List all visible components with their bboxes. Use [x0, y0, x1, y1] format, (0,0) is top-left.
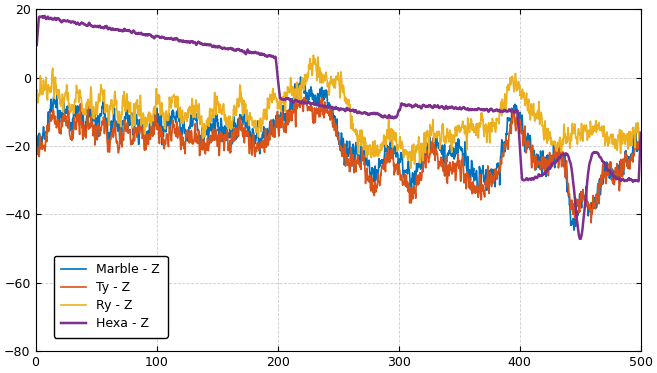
Marble - Z: [327, 109, 334, 113]
Ry - Z: [509, 78, 517, 83]
Ty - Z: [587, 220, 595, 225]
Ty - Z: [64, 122, 72, 127]
Marble - Z: [620, 166, 628, 170]
Line: Hexa - Z: Hexa - Z: [37, 16, 641, 239]
Ty - Z: [311, 111, 319, 115]
Marble - Z: [64, 104, 72, 108]
Hexa - Z: [620, 178, 627, 182]
Marble - Z: [296, 75, 304, 79]
Marble - Z: [33, 133, 41, 138]
Ty - Z: [620, 162, 627, 166]
Ry - Z: [327, 77, 334, 81]
Ry - Z: [407, 166, 415, 170]
Ry - Z: [637, 130, 645, 134]
Hexa - Z: [64, 18, 72, 23]
Marble - Z: [637, 131, 645, 136]
Hexa - Z: [327, 105, 334, 109]
Line: Marble - Z: Marble - Z: [37, 77, 641, 230]
Marble - Z: [509, 113, 516, 117]
Hexa - Z: [41, 14, 49, 18]
Hexa - Z: [311, 102, 319, 106]
Marble - Z: [620, 172, 627, 177]
Legend: Marble - Z, Ty - Z, Ry - Z, Hexa - Z: Marble - Z, Ty - Z, Ry - Z, Hexa - Z: [54, 256, 168, 338]
Ty - Z: [33, 145, 41, 150]
Hexa - Z: [33, 43, 41, 47]
Hexa - Z: [576, 236, 583, 241]
Line: Ty - Z: Ty - Z: [37, 84, 641, 223]
Marble - Z: [311, 101, 319, 106]
Hexa - Z: [637, 131, 645, 135]
Ty - Z: [637, 143, 645, 147]
Line: Ry - Z: Ry - Z: [37, 55, 641, 168]
Ry - Z: [33, 89, 41, 94]
Ty - Z: [297, 82, 305, 87]
Ry - Z: [620, 138, 627, 142]
Hexa - Z: [509, 109, 516, 113]
Ry - Z: [64, 98, 72, 102]
Marble - Z: [570, 228, 578, 232]
Ry - Z: [620, 134, 628, 138]
Ry - Z: [311, 56, 319, 61]
Ty - Z: [509, 116, 516, 120]
Ty - Z: [620, 167, 628, 172]
Ty - Z: [327, 114, 334, 119]
Hexa - Z: [620, 178, 628, 183]
Ry - Z: [309, 53, 317, 57]
